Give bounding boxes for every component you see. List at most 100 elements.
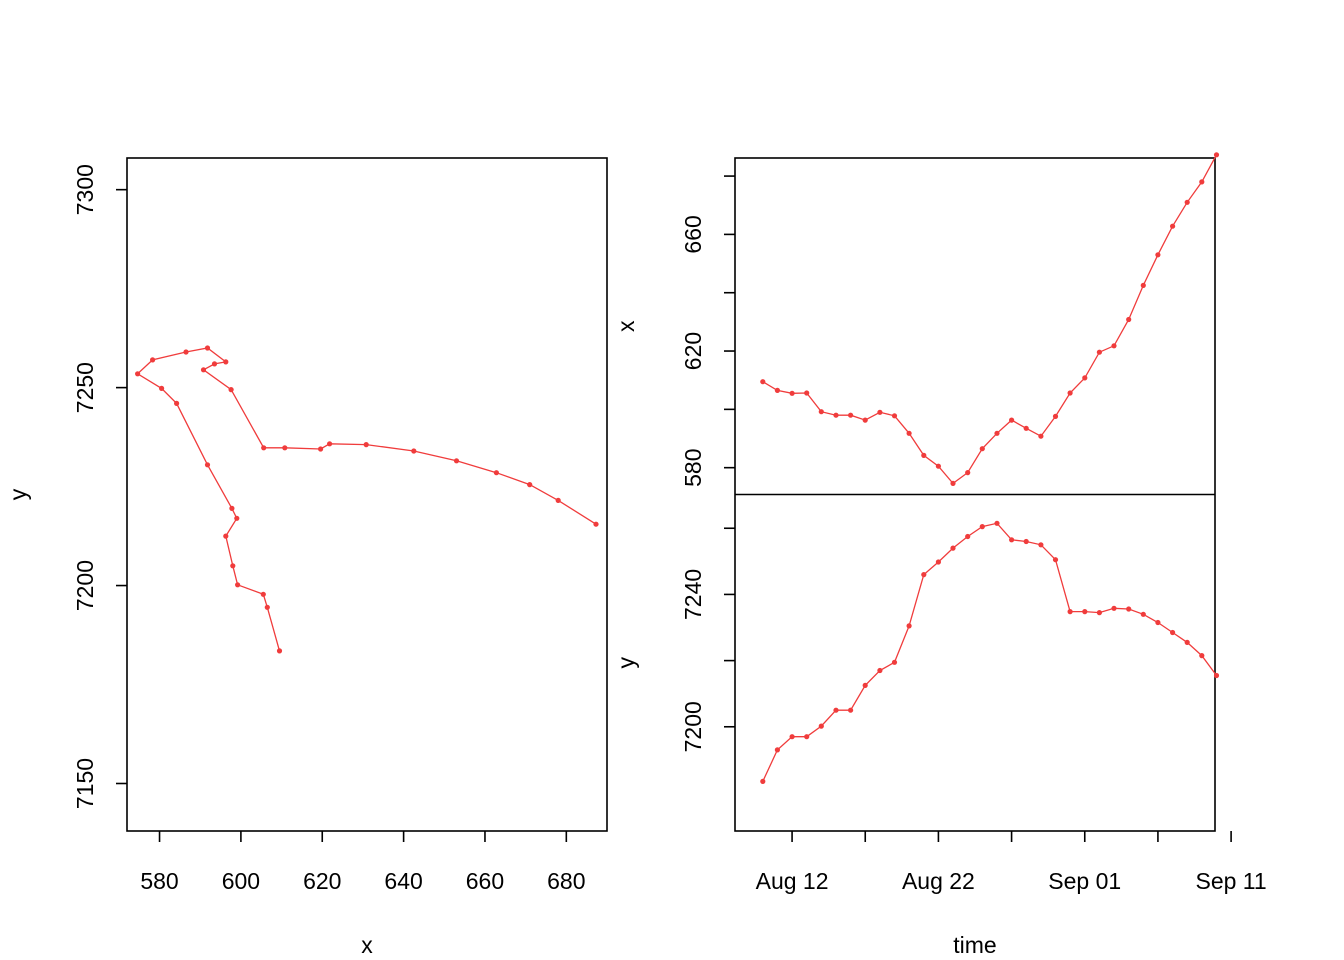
data-point-1-5 bbox=[833, 412, 839, 418]
series-line-0 bbox=[136, 347, 597, 652]
x-series-tick-label: 580 bbox=[680, 448, 706, 486]
y-tick-label: 7150 bbox=[72, 758, 98, 809]
data-point-2-17 bbox=[1009, 537, 1015, 543]
data-point-1-29 bbox=[1184, 199, 1190, 205]
y-series-axis-label: y bbox=[613, 657, 639, 669]
data-point-0-16 bbox=[211, 361, 218, 367]
data-point-2-10 bbox=[906, 623, 912, 629]
time-tick-label: Aug 12 bbox=[756, 868, 829, 894]
data-point-2-25 bbox=[1126, 606, 1132, 612]
data-point-2-27 bbox=[1155, 619, 1161, 626]
data-point-0-11 bbox=[135, 371, 141, 377]
data-point-2-11 bbox=[921, 572, 927, 578]
data-point-0-27 bbox=[527, 482, 533, 488]
data-point-0-21 bbox=[318, 446, 324, 452]
data-point-2-1 bbox=[774, 747, 781, 753]
data-point-1-23 bbox=[1096, 349, 1102, 355]
data-point-1-30 bbox=[1199, 179, 1205, 185]
data-point-2-28 bbox=[1170, 629, 1176, 636]
data-point-0-17 bbox=[200, 367, 207, 373]
data-point-2-20 bbox=[1052, 557, 1059, 563]
data-point-1-18 bbox=[1023, 425, 1029, 431]
data-point-1-28 bbox=[1170, 223, 1176, 229]
data-point-0-15 bbox=[223, 359, 229, 365]
time-tick-label: Sep 11 bbox=[1195, 868, 1266, 894]
data-point-2-18 bbox=[1023, 538, 1029, 545]
data-point-0-22 bbox=[327, 441, 333, 447]
data-point-2-15 bbox=[979, 524, 985, 530]
data-point-0-13 bbox=[183, 349, 189, 355]
data-point-1-26 bbox=[1140, 282, 1146, 288]
data-point-0-29 bbox=[593, 521, 599, 527]
data-point-0-14 bbox=[204, 345, 211, 351]
data-point-2-8 bbox=[877, 667, 883, 674]
data-point-0-19 bbox=[261, 445, 267, 451]
data-point-1-1 bbox=[774, 387, 781, 393]
data-point-2-9 bbox=[891, 659, 898, 665]
data-point-0-6 bbox=[234, 515, 240, 521]
data-point-1-21 bbox=[1067, 390, 1073, 396]
data-point-2-12 bbox=[935, 559, 942, 565]
data-point-2-23 bbox=[1096, 610, 1102, 616]
y-series-tick-label: 7240 bbox=[680, 569, 706, 620]
data-point-1-25 bbox=[1126, 316, 1132, 323]
data-point-2-21 bbox=[1067, 609, 1073, 615]
data-point-1-8 bbox=[877, 409, 883, 415]
data-point-1-10 bbox=[906, 430, 912, 436]
x-tick-label: 580 bbox=[140, 868, 178, 894]
data-point-2-3 bbox=[804, 734, 810, 740]
y-series-tick-label: 7200 bbox=[680, 701, 706, 752]
data-point-1-4 bbox=[818, 409, 824, 415]
x-tick-label: 680 bbox=[547, 868, 585, 894]
data-point-0-25 bbox=[453, 458, 460, 464]
data-point-0-0 bbox=[276, 648, 283, 654]
data-point-1-27 bbox=[1155, 252, 1161, 258]
data-point-2-31 bbox=[1213, 672, 1220, 679]
data-point-1-16 bbox=[994, 430, 1000, 436]
data-point-1-7 bbox=[862, 417, 868, 423]
data-point-0-5 bbox=[223, 533, 229, 539]
y-tick-label: 7300 bbox=[72, 164, 98, 215]
data-point-2-0 bbox=[760, 778, 766, 785]
data-point-2-6 bbox=[848, 707, 854, 713]
data-point-0-9 bbox=[174, 400, 180, 406]
data-point-2-30 bbox=[1199, 653, 1205, 659]
data-point-1-19 bbox=[1038, 433, 1044, 439]
y-axis-label: y bbox=[5, 488, 31, 500]
data-point-2-4 bbox=[818, 723, 824, 729]
x-tick-label: 640 bbox=[384, 868, 422, 894]
data-point-0-26 bbox=[493, 470, 499, 476]
data-point-1-22 bbox=[1082, 375, 1088, 381]
data-point-0-1 bbox=[264, 604, 270, 610]
data-point-0-4 bbox=[230, 563, 236, 569]
data-point-2-2 bbox=[789, 734, 795, 740]
data-point-0-2 bbox=[260, 591, 266, 597]
data-point-1-13 bbox=[950, 480, 956, 486]
x-axis-label: x bbox=[361, 932, 373, 958]
data-point-0-3 bbox=[235, 582, 241, 588]
plot-frame-xy bbox=[126, 157, 608, 832]
data-point-2-16 bbox=[994, 520, 1000, 526]
data-point-2-7 bbox=[862, 682, 868, 689]
data-point-1-14 bbox=[965, 470, 971, 476]
x-series-axis-label: x bbox=[613, 320, 639, 332]
data-point-2-19 bbox=[1038, 542, 1044, 548]
time-axis-label: time bbox=[953, 932, 996, 958]
data-point-1-11 bbox=[921, 452, 927, 458]
data-point-0-18 bbox=[228, 387, 234, 393]
data-point-1-20 bbox=[1052, 413, 1059, 419]
data-point-0-20 bbox=[282, 445, 288, 451]
time-series-panel: 580 620 660 x 7200 7240 y Aug 12 Aug 22 Sep 01 Sep… bbox=[613, 152, 1267, 958]
data-point-2-24 bbox=[1111, 605, 1117, 611]
data-point-1-3 bbox=[804, 390, 810, 396]
data-point-0-23 bbox=[363, 442, 369, 448]
x-tick-label: 660 bbox=[466, 868, 504, 894]
data-point-0-10 bbox=[159, 385, 165, 391]
data-point-1-2 bbox=[789, 390, 795, 396]
time-tick-label: Aug 22 bbox=[902, 868, 975, 894]
data-point-1-6 bbox=[848, 412, 854, 418]
data-point-2-22 bbox=[1082, 609, 1088, 615]
data-point-0-24 bbox=[411, 448, 417, 454]
x-series-tick-label: 660 bbox=[680, 215, 706, 253]
